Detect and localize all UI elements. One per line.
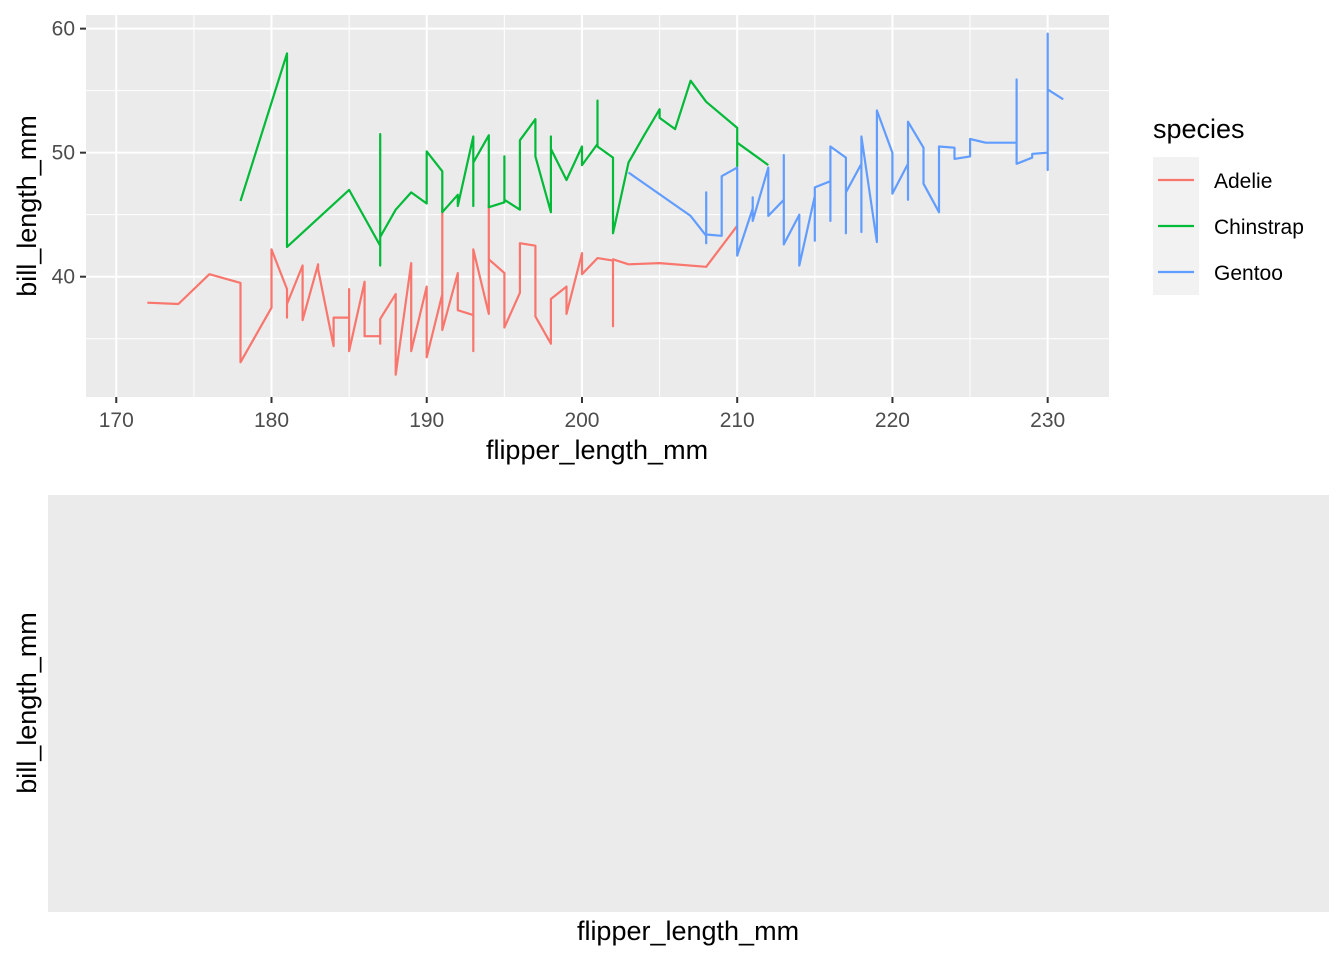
- x-axis: 170 180 190 200 210 220 230: [99, 397, 1065, 432]
- top-chart: 170 180 190 200 210 220 230 40 50 60 flipper_len…: [12, 15, 1304, 465]
- bottom-chart: flipper_length_mm bill_length_mm: [12, 495, 1329, 946]
- empty-plot-panel: [48, 495, 1329, 912]
- legend-label-gentoo: Gentoo: [1214, 262, 1283, 285]
- y-axis-title: bill_length_mm: [12, 115, 42, 297]
- x-axis-title: flipper_length_mm: [486, 435, 708, 465]
- legend-label-adelie: Adelie: [1214, 170, 1272, 193]
- x-tick-label: 190: [409, 409, 444, 432]
- legend-title: species: [1153, 114, 1245, 144]
- legend-label-chinstrap: Chinstrap: [1214, 216, 1304, 239]
- x-tick-label: 210: [720, 409, 755, 432]
- series-line-chinstrap: [239, 52, 769, 267]
- y-tick-label: 40: [52, 266, 75, 289]
- x-tick-label: 230: [1030, 409, 1065, 432]
- legend: species Adelie Chinstrap Gentoo: [1153, 114, 1304, 295]
- series-line-adelie: [147, 203, 739, 376]
- x-tick-label: 170: [99, 409, 134, 432]
- y-axis-title: bill_length_mm: [12, 612, 42, 794]
- series-line-gentoo: [627, 32, 1064, 267]
- y-tick-label: 50: [52, 142, 75, 165]
- y-tick-label: 60: [52, 18, 75, 41]
- x-tick-label: 200: [564, 409, 599, 432]
- x-axis-title: flipper_length_mm: [577, 916, 799, 946]
- series-lines: [147, 32, 1064, 376]
- x-tick-label: 180: [254, 409, 289, 432]
- x-tick-label: 220: [875, 409, 910, 432]
- y-axis: 40 50 60: [52, 18, 86, 289]
